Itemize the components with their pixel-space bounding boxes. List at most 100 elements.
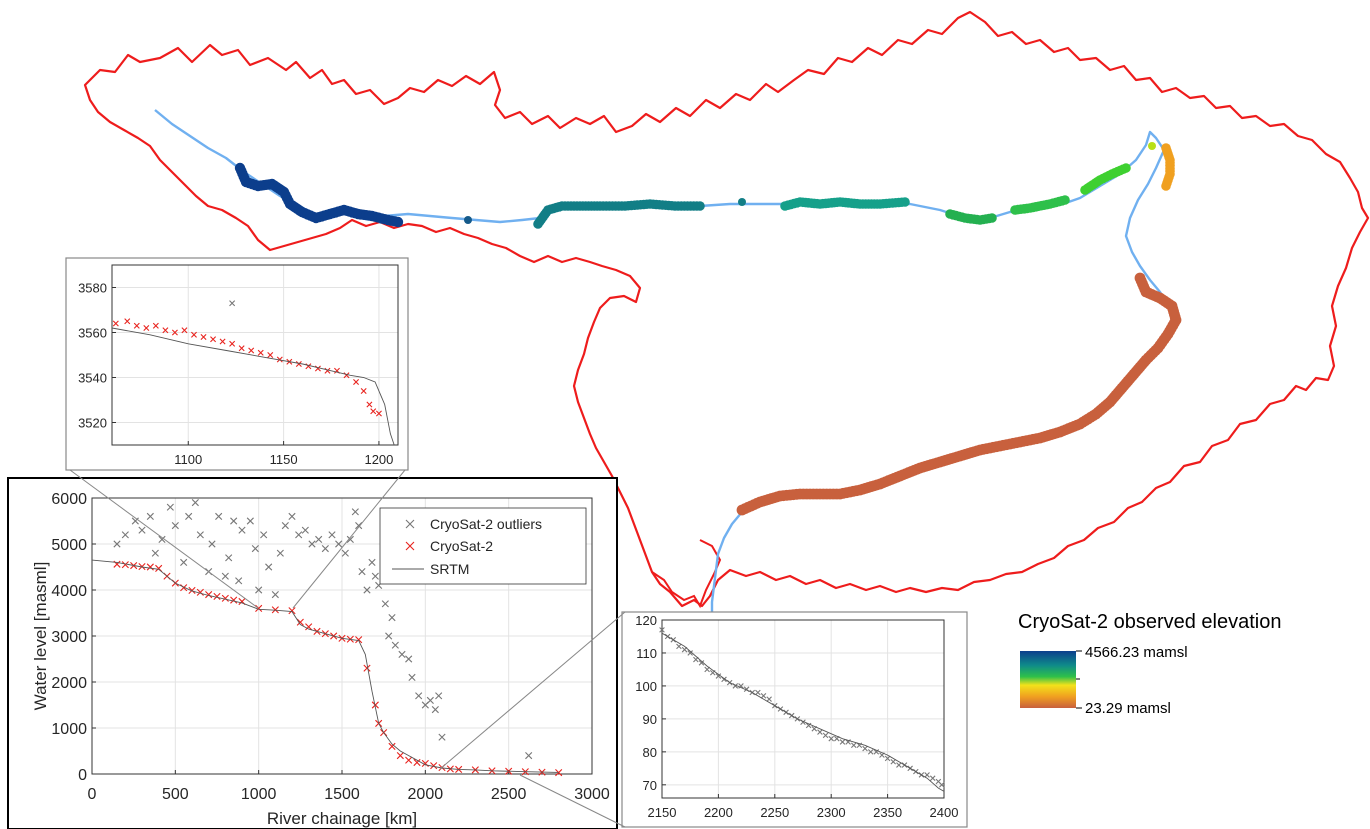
cryosat-point (363, 664, 371, 672)
cryosat-point (143, 325, 150, 331)
outlier-point (938, 782, 945, 788)
outlier-point (388, 614, 396, 622)
cryosat-point (255, 604, 263, 612)
cryosat-point (288, 607, 296, 615)
outlier-point (822, 732, 829, 739)
cryosat-point (343, 372, 350, 379)
outlier-point (196, 531, 204, 539)
outlier-point (755, 689, 761, 696)
chart-legend: CryoSat-2 outliers CryoSat-2 SRTM (379, 507, 587, 585)
outlier-point (676, 643, 682, 650)
outlier-point (896, 762, 902, 768)
outlier-point (230, 517, 238, 525)
water-level-chart: 0 500 1000 1500 2000 2500 3000 0 1000 2000 3000 400… (31, 491, 610, 828)
outlier-point (884, 755, 891, 762)
y-tick-label: 120 (635, 613, 657, 628)
basin-map (83, 10, 1370, 618)
plot-area (91, 497, 593, 775)
cryosat-point (221, 594, 229, 602)
outlier-point (408, 673, 416, 681)
outlier-point (251, 545, 259, 553)
x-tick-label: 2400 (930, 805, 959, 820)
basin-outline (83, 10, 1370, 608)
outlier-point (121, 531, 129, 539)
y-axis-label: Water level [masml] (31, 562, 50, 711)
legend-box (379, 507, 587, 585)
y-tick-label: 110 (636, 646, 657, 661)
cryosat-point (355, 636, 363, 644)
outlier-point (260, 531, 268, 539)
cryosat-point (133, 322, 140, 329)
plot-area (661, 619, 945, 799)
colorbar-title: CryoSat-2 observed elevation (1018, 611, 1281, 633)
cryosat-point (267, 352, 274, 358)
cryosat-point (405, 756, 413, 764)
cryosat-point (229, 340, 236, 347)
cryosat-point (121, 561, 129, 569)
outlier-point (698, 660, 705, 666)
track-point (392, 216, 404, 228)
x-tick-label: 2350 (873, 805, 902, 820)
connector-line (292, 469, 406, 609)
plot-area (111, 264, 399, 446)
x-tick-label: 1500 (324, 786, 360, 803)
cryosat-point (371, 701, 379, 709)
outlier-point (158, 535, 166, 543)
cryosat-point (238, 345, 245, 352)
outlier-point (308, 540, 316, 548)
cryosat-point (124, 318, 131, 325)
track-point (1148, 142, 1156, 150)
outlier-point (890, 758, 897, 765)
cryosat-point (210, 336, 217, 343)
y-tick-label: 90 (643, 712, 657, 727)
outlier-point (873, 749, 880, 755)
outlier-point (381, 600, 389, 608)
legend-marker-cryosat (405, 541, 415, 551)
cryosat-point (413, 758, 421, 767)
x-tick-label: 2000 (408, 786, 444, 803)
outlier-point (850, 742, 857, 749)
cryosat-point (213, 592, 221, 601)
cryosat-point (138, 562, 146, 571)
legend-label-outliers: CryoSat-2 outliers (430, 516, 542, 532)
x-tick-label: 1150 (270, 452, 298, 467)
x-tick-label: 1000 (241, 786, 277, 803)
colorbar-min-label: 23.29 mamsl (1085, 700, 1171, 717)
outlier-point (659, 627, 665, 633)
outlier-point (862, 745, 868, 752)
cryosat-point (296, 618, 304, 626)
colorbar: CryoSat-2 observed elevation 4566.23 mam… (1018, 611, 1281, 717)
cryosat-point (388, 742, 396, 750)
track-point (464, 216, 472, 224)
colorbar-max-label: 4566.23 mamsl (1085, 644, 1188, 661)
outlier-point (525, 752, 533, 760)
outlier-point (315, 535, 323, 543)
outlier-point (355, 522, 363, 530)
srtm-line (91, 559, 559, 773)
outlier-point (281, 522, 289, 530)
outlier-point (246, 517, 254, 525)
cryosat-point (219, 338, 226, 345)
outlier-point (415, 692, 423, 700)
outlier-point (405, 655, 413, 663)
x-tick-label: 0 (88, 786, 97, 803)
cryosat-point (248, 347, 255, 354)
legend-marker-outliers (405, 519, 415, 529)
upper-inset-frame (65, 257, 409, 471)
outlier-point (368, 558, 376, 566)
cryosat-track-points (234, 142, 1182, 516)
y-tick-label: 3520 (78, 416, 107, 431)
outlier-point (760, 693, 767, 699)
upper-inset-box (65, 257, 409, 471)
river-lower-channel (710, 511, 743, 618)
outlier-point (235, 577, 243, 585)
cryosat-point (360, 388, 367, 394)
outlier-point (255, 586, 263, 594)
legend-label-cryosat: CryoSat-2 (430, 538, 493, 554)
cryosat-point (171, 329, 178, 336)
outlier-point (929, 775, 936, 782)
cryosat-point (162, 327, 169, 334)
y-tick-label: 80 (643, 745, 657, 760)
track-point (1161, 181, 1171, 191)
track-point (987, 213, 997, 223)
